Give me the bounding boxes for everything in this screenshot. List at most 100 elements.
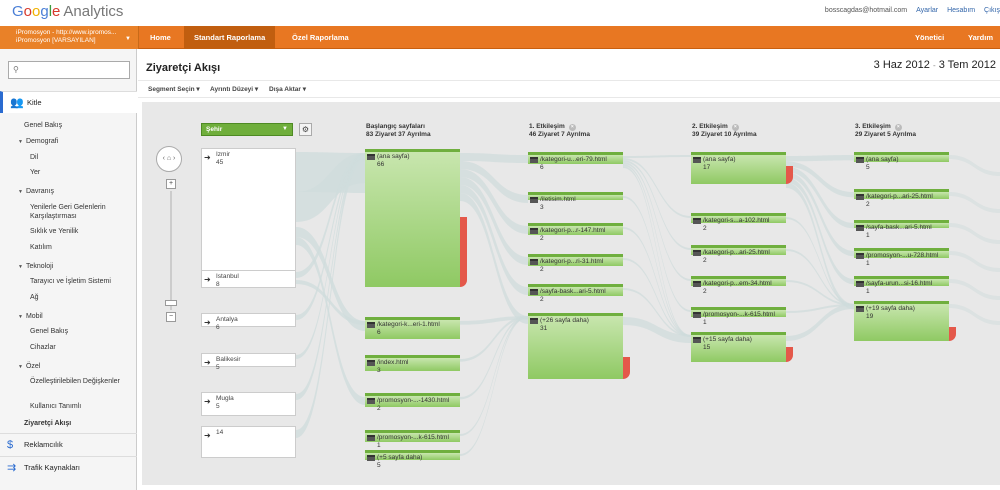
page-node[interactable]: [854, 276, 949, 286]
flow-link[interactable]: [623, 164, 691, 312]
flow-link[interactable]: [623, 158, 691, 218]
page-node[interactable]: [528, 254, 623, 266]
flow-link[interactable]: [949, 155, 1000, 176]
account-selector[interactable]: iPromosyon - http://www.ipromos... iProm…: [0, 26, 139, 49]
sidebar-item-network[interactable]: Ağ: [30, 294, 39, 301]
dimension-select[interactable]: Şehir ▼: [201, 123, 293, 136]
page-node[interactable]: [691, 245, 786, 255]
flow-link[interactable]: [623, 196, 691, 337]
page-node[interactable]: [691, 332, 793, 362]
close-icon[interactable]: ×: [894, 124, 902, 131]
flow-link[interactable]: [949, 304, 1000, 325]
flow-link[interactable]: [623, 317, 691, 343]
flow-link[interactable]: [296, 153, 365, 278]
drop-off-bar[interactable]: [786, 347, 793, 362]
page-node[interactable]: [691, 307, 786, 317]
page-node[interactable]: [691, 152, 793, 184]
page-node[interactable]: [854, 152, 949, 162]
sidebar-item-new-vs-returning[interactable]: Yenilerle Geri Gelenlerin Karşılaştırmas…: [30, 204, 106, 220]
sidebar-item-custom[interactable]: ▼ Özel: [18, 363, 41, 370]
close-icon[interactable]: ×: [568, 124, 576, 131]
zoom-handle[interactable]: [165, 300, 177, 306]
page-node[interactable]: [528, 284, 623, 296]
dimension-node[interactable]: [201, 270, 296, 288]
drop-off-bar[interactable]: [623, 357, 630, 379]
page-node[interactable]: [365, 317, 460, 339]
dimension-node[interactable]: [201, 353, 296, 367]
zoom-out-button[interactable]: −: [166, 312, 176, 322]
settings-link[interactable]: Ayarlar: [916, 7, 939, 14]
flow-link[interactable]: [460, 316, 528, 400]
sidebar-item-frequency[interactable]: Sıklık ve Yenilik: [30, 228, 79, 235]
sidebar-item-behavior[interactable]: ▼ Davranış: [18, 188, 54, 195]
flow-link[interactable]: [623, 162, 691, 281]
flow-link[interactable]: [623, 258, 691, 337]
page-node[interactable]: [365, 355, 460, 371]
sidebar-item-user-defined[interactable]: Kullanıcı Tanımlı: [30, 403, 82, 410]
page-node[interactable]: [365, 430, 460, 442]
sidebar-item-mobile[interactable]: ▼ Mobil: [18, 313, 43, 320]
sidebar-section-traffic-sources[interactable]: ⇉ Trafik Kaynakları: [0, 456, 137, 478]
page-node[interactable]: [854, 248, 949, 258]
page-node[interactable]: [528, 223, 623, 235]
sidebar-item-technology[interactable]: ▼ Teknoloji: [18, 263, 54, 270]
sidebar-item-custom-variables[interactable]: Özelleştirilebilen Değişkenler: [30, 378, 120, 385]
account-link[interactable]: Hesabım: [947, 7, 976, 14]
flow-link[interactable]: [949, 223, 1000, 244]
zoom-in-button[interactable]: +: [166, 179, 176, 189]
page-node[interactable]: [854, 301, 956, 341]
date-range-picker[interactable]: 3 Haz 2012 - 3 Tem 2012: [873, 59, 996, 71]
export-button[interactable]: Dışa Aktar ▾: [269, 86, 306, 93]
tab-standard-reports[interactable]: Standart Raporlama: [184, 26, 276, 49]
flow-link[interactable]: [296, 237, 365, 405]
sidebar-item-engagement[interactable]: Katılım: [30, 244, 52, 251]
help-link[interactable]: Yardım: [968, 33, 994, 42]
page-node[interactable]: [365, 450, 460, 460]
flow-link[interactable]: [460, 169, 528, 234]
zoom-slider[interactable]: + −: [165, 179, 177, 322]
sidebar-section-audience[interactable]: 👥 Kitle: [0, 91, 137, 113]
sidebar-item-location[interactable]: Yer: [30, 169, 41, 176]
sidebar-item-language[interactable]: Dil: [30, 154, 39, 161]
page-node[interactable]: [528, 152, 623, 164]
flow-link[interactable]: [460, 316, 528, 436]
admin-link[interactable]: Yönetici: [915, 33, 945, 42]
flow-link[interactable]: [460, 193, 528, 324]
sidebar-item-devices[interactable]: Cihazlar: [30, 344, 56, 351]
flow-link[interactable]: [460, 161, 528, 203]
detail-level-button[interactable]: Ayrıntı Düzeyi ▾: [210, 86, 259, 93]
flow-link[interactable]: [786, 172, 854, 257]
flow-link[interactable]: [296, 153, 365, 320]
flow-link[interactable]: [623, 166, 691, 337]
flow-link[interactable]: [949, 279, 1000, 300]
flow-link[interactable]: [786, 177, 854, 285]
flow-link[interactable]: [786, 249, 854, 306]
sidebar-item-visitors-flow[interactable]: Ziyaretçi Akışı: [24, 420, 72, 427]
drop-off-bar[interactable]: [460, 217, 467, 287]
page-node[interactable]: [854, 220, 949, 228]
flow-link[interactable]: [296, 280, 365, 325]
flow-link[interactable]: [460, 177, 528, 265]
pan-control[interactable]: ‹ ⌂ ›: [156, 146, 182, 172]
flow-link[interactable]: [623, 288, 691, 337]
flow-link[interactable]: [949, 251, 1000, 272]
page-node[interactable]: [854, 189, 949, 199]
dimension-node[interactable]: [201, 313, 296, 327]
signout-link[interactable]: Çıkış: [984, 7, 1000, 14]
sidebar-item-overview[interactable]: Genel Bakış: [24, 122, 63, 129]
flow-link[interactable]: [296, 153, 365, 400]
flow-link[interactable]: [623, 227, 691, 337]
flow-link[interactable]: [786, 280, 854, 306]
page-node[interactable]: [691, 276, 786, 286]
flow-link[interactable]: [786, 217, 854, 306]
dimension-node[interactable]: [201, 148, 296, 272]
flow-link[interactable]: [623, 160, 691, 250]
sidebar-item-demographics[interactable]: ▼ Demografi: [18, 138, 59, 145]
flow-link[interactable]: [786, 182, 854, 310]
dimension-node[interactable]: [201, 426, 296, 458]
search-input[interactable]: ⚲: [8, 61, 130, 79]
page-node[interactable]: [528, 313, 630, 379]
flow-link[interactable]: [460, 316, 528, 362]
page-node[interactable]: [691, 213, 786, 223]
flow-link[interactable]: [949, 192, 1000, 213]
